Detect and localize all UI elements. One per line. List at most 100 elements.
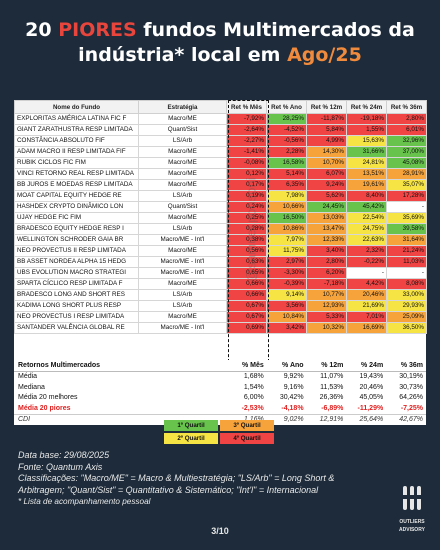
return-cell[interactable]: 25,09% <box>386 311 427 323</box>
fund-strategy-cell[interactable]: Macro/ME <box>138 212 227 224</box>
column-header-name[interactable]: Nome do Fundo <box>14 100 139 114</box>
return-cell[interactable]: - <box>346 267 387 279</box>
fund-strategy-cell[interactable]: Macro/ME <box>138 113 227 125</box>
return-cell[interactable]: 7,97% <box>266 234 307 246</box>
return-cell[interactable]: -11,87% <box>306 113 347 125</box>
return-cell[interactable]: 14,30% <box>306 146 347 158</box>
fund-name-cell[interactable]: NEO PROVECTUS II RESP LIMITADA <box>14 245 139 257</box>
return-cell[interactable]: 2,97% <box>266 256 307 268</box>
return-cell[interactable]: 21,69% <box>346 300 387 312</box>
return-cell[interactable]: 45,42% <box>346 201 387 213</box>
fund-strategy-cell[interactable]: Macro/ME <box>138 146 227 158</box>
return-cell[interactable]: 5,62% <box>306 190 347 202</box>
return-cell[interactable]: 2,28% <box>266 146 307 158</box>
return-cell[interactable]: 4,42% <box>346 278 387 290</box>
fund-name-cell[interactable]: BB ASSET NORDEA ALPHA 15 HEDG <box>14 256 139 268</box>
fund-name-cell[interactable]: UJAY HEDGE FIC FIM <box>14 212 139 224</box>
return-cell[interactable]: 33,00% <box>386 289 427 301</box>
return-cell[interactable]: 3,42% <box>266 322 307 334</box>
fund-name-cell[interactable]: MOAT CAPITAL EQUITY HEDGE RE <box>14 190 139 202</box>
return-cell[interactable]: 10,70% <box>306 157 347 169</box>
return-cell[interactable]: 4,99% <box>306 135 347 147</box>
return-cell[interactable]: 13,47% <box>306 223 347 235</box>
return-cell[interactable]: 21,24% <box>386 245 427 257</box>
fund-strategy-cell[interactable]: Macro/ME - Int'l <box>138 267 227 279</box>
fund-name-cell[interactable]: ADAM MACRO II RESP LIMITADA FIF <box>14 146 139 158</box>
return-cell[interactable]: 10,66% <box>266 201 307 213</box>
return-cell[interactable]: -1,41% <box>226 146 267 158</box>
return-cell[interactable]: 22,63% <box>346 234 387 246</box>
return-cell[interactable]: 10,84% <box>266 311 307 323</box>
column-header-month[interactable]: Ret % Mês <box>226 100 267 114</box>
return-cell[interactable]: 5,14% <box>266 168 307 180</box>
return-cell[interactable]: 9,14% <box>266 289 307 301</box>
return-cell[interactable]: 12,33% <box>306 234 347 246</box>
fund-strategy-cell[interactable]: Macro/ME <box>138 157 227 169</box>
return-cell[interactable]: 20,46% <box>346 289 387 301</box>
fund-name-cell[interactable]: BRADESCO EQUITY HEDGE RESP I <box>14 223 139 235</box>
return-cell[interactable]: 7,01% <box>346 311 387 323</box>
fund-strategy-cell[interactable]: Macro/ME - Int'l <box>138 256 227 268</box>
return-cell[interactable]: 10,86% <box>266 223 307 235</box>
return-cell[interactable]: 31,66% <box>346 146 387 158</box>
fund-name-cell[interactable]: SANTANDER VALÊNCIA GLOBAL RE <box>14 322 139 334</box>
return-cell[interactable]: 1,55% <box>346 124 387 136</box>
return-cell[interactable]: - <box>386 201 427 213</box>
return-cell[interactable]: 2,32% <box>346 245 387 257</box>
return-cell[interactable]: 6,07% <box>306 168 347 180</box>
return-cell[interactable]: 24,45% <box>306 201 347 213</box>
return-cell[interactable]: -7,92% <box>226 113 267 125</box>
fund-name-cell[interactable]: BB JUROS E MOEDAS RESP LIMITADA <box>14 179 139 191</box>
fund-name-cell[interactable]: RUBIK CICLOS FIC FIM <box>14 157 139 169</box>
return-cell[interactable]: -2,64% <box>226 124 267 136</box>
return-cell[interactable]: 37,00% <box>386 146 427 158</box>
fund-name-cell[interactable]: HASHDEX CRYPTO DINÂMICO LON <box>14 201 139 213</box>
fund-name-cell[interactable]: EXPLORITAS AMÉRICA LATINA FIC F <box>14 113 139 125</box>
return-cell[interactable]: -0,56% <box>266 135 307 147</box>
fund-name-cell[interactable]: KADIMA LONG SHORT PLUS RESP <box>14 300 139 312</box>
fund-strategy-cell[interactable]: LS/Arb <box>138 300 227 312</box>
fund-name-cell[interactable]: WELLINGTON SCHRODER GAIA BR <box>14 234 139 246</box>
fund-strategy-cell[interactable]: Macro/ME - Int'l <box>138 322 227 334</box>
return-cell[interactable]: 0,67% <box>226 300 267 312</box>
return-cell[interactable]: 11,75% <box>266 245 307 257</box>
return-cell[interactable]: -19,18% <box>346 113 387 125</box>
column-header-year[interactable]: Ret % Ano <box>266 100 307 114</box>
return-cell[interactable]: 35,07% <box>386 179 427 191</box>
fund-name-cell[interactable]: NEO PROVECTUS I RESP LIMITADA <box>14 311 139 323</box>
fund-strategy-cell[interactable]: Macro/ME <box>138 278 227 290</box>
column-header-36m[interactable]: Ret % 36m <box>386 100 427 114</box>
return-cell[interactable]: 16,50% <box>266 212 307 224</box>
column-header-12m[interactable]: Ret % 12m <box>306 100 347 114</box>
return-cell[interactable]: 11,03% <box>386 256 427 268</box>
fund-strategy-cell[interactable]: LS/Arb <box>138 135 227 147</box>
fund-strategy-cell[interactable]: Quant/Sist <box>138 201 227 213</box>
return-cell[interactable]: 6,01% <box>386 124 427 136</box>
fund-name-cell[interactable]: CONSTÂNCIA ABSOLUTO FIF <box>14 135 139 147</box>
return-cell[interactable]: 6,35% <box>266 179 307 191</box>
fund-strategy-cell[interactable]: Quant/Sist <box>138 124 227 136</box>
return-cell[interactable]: -3,30% <box>266 267 307 279</box>
return-cell[interactable]: 5,84% <box>306 124 347 136</box>
return-cell[interactable]: 3,56% <box>266 300 307 312</box>
return-cell[interactable]: -0,39% <box>266 278 307 290</box>
fund-name-cell[interactable]: BRADESCO LONG AND SHORT RES <box>14 289 139 301</box>
fund-name-cell[interactable]: VINCI RETORNO REAL RESP LIMITADA <box>14 168 139 180</box>
return-cell[interactable]: -4,52% <box>266 124 307 136</box>
return-cell[interactable]: 35,69% <box>386 212 427 224</box>
return-cell[interactable]: 45,08% <box>386 157 427 169</box>
column-header-24m[interactable]: Ret % 24m <box>346 100 387 114</box>
return-cell[interactable]: 0,67% <box>226 311 267 323</box>
return-cell[interactable]: 2,80% <box>306 256 347 268</box>
fund-strategy-cell[interactable]: Macro/ME <box>138 245 227 257</box>
fund-strategy-cell[interactable]: LS/Arb <box>138 289 227 301</box>
return-cell[interactable]: 10,77% <box>306 289 347 301</box>
return-cell[interactable]: 0,69% <box>226 322 267 334</box>
return-cell[interactable]: 6,20% <box>306 267 347 279</box>
return-cell[interactable]: 31,64% <box>386 234 427 246</box>
return-cell[interactable]: 5,33% <box>306 311 347 323</box>
return-cell[interactable]: -2,27% <box>226 135 267 147</box>
return-cell[interactable]: 36,50% <box>386 322 427 334</box>
return-cell[interactable]: 19,61% <box>346 179 387 191</box>
fund-strategy-cell[interactable]: Macro/ME <box>138 168 227 180</box>
